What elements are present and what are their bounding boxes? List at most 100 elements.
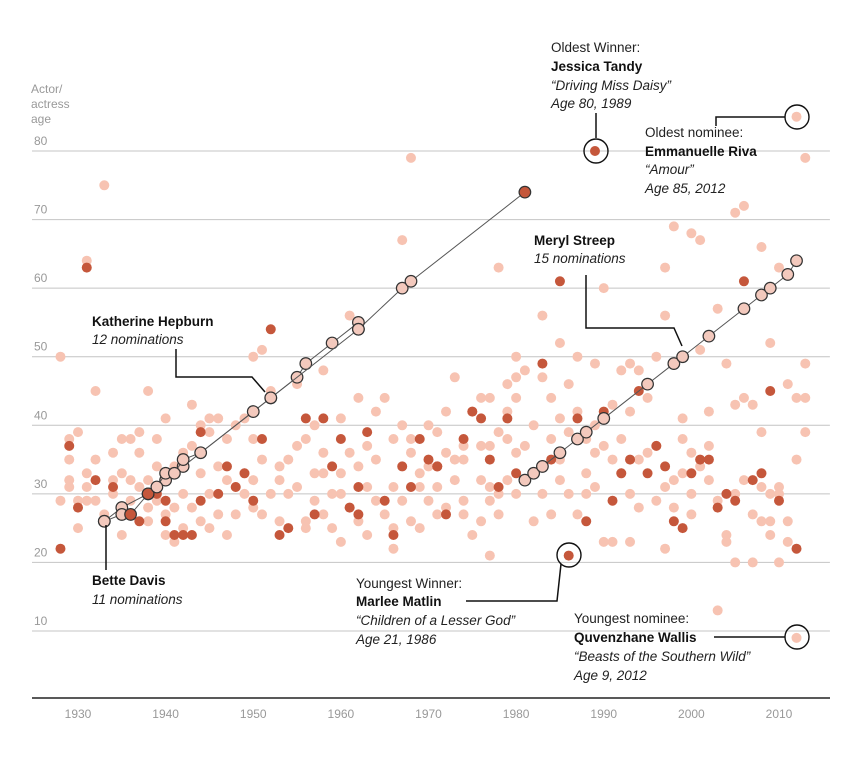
nominee-point [99, 180, 110, 191]
nominee-point [651, 495, 662, 506]
nominee-point [554, 475, 565, 486]
nominee-point [747, 509, 758, 520]
nominee-point [370, 454, 381, 465]
nominee-point [143, 516, 154, 527]
nominee-point [204, 488, 215, 499]
nominee-point [546, 509, 557, 520]
winner-point [405, 482, 416, 492]
winner-point [721, 488, 732, 499]
nominee-point [318, 468, 329, 479]
nominee-point [73, 523, 83, 534]
nominee-point [300, 516, 311, 527]
nominee-point [686, 228, 697, 239]
winner-point [230, 482, 241, 492]
nominee-point [563, 427, 574, 438]
winner-point [537, 358, 548, 369]
nominee-point [292, 440, 303, 451]
nominee-point [186, 502, 197, 513]
x-tick-label-1980: 1980 [503, 707, 530, 721]
winner-point [327, 461, 338, 472]
nominee-point [134, 482, 145, 492]
nominee-point [493, 509, 504, 520]
katherine-hepburn-nomination-point [325, 336, 339, 350]
nominee-point [765, 530, 776, 540]
youngest-nominee-name: Quvenzhane Wallis [574, 630, 697, 645]
nominee-point [353, 461, 364, 472]
winner-point [81, 262, 92, 273]
nominee-point [449, 454, 460, 465]
nominee-point [178, 523, 189, 534]
nominee-point [677, 468, 688, 479]
oldest-winner-detail: Age 80, 1989 [550, 96, 632, 111]
youngest-nominee-film: “Beasts of the Southern Wild” [574, 649, 751, 664]
nominee-point [248, 434, 259, 444]
bette-davis-nomination-point [167, 466, 181, 480]
nominee-point [800, 152, 811, 163]
nominee-point [756, 427, 767, 438]
nominee-point [221, 434, 232, 444]
nominee-point [248, 475, 259, 486]
nominee-point [625, 536, 636, 547]
nominee-point [721, 530, 732, 540]
streep-label: Meryl Streep 15 nominations [534, 233, 626, 266]
winner-point [160, 495, 171, 506]
nominee-point [668, 502, 679, 513]
winner-point [607, 495, 618, 506]
nominee-point [546, 392, 557, 403]
nominee-point [108, 475, 119, 486]
davis-label: Bette Davis 11 nominations [92, 573, 183, 607]
nominee-point [633, 502, 644, 513]
bette-davis-nomination-point [124, 508, 137, 521]
winner-point [467, 406, 478, 417]
career-series [97, 185, 803, 528]
nominee-point [309, 420, 320, 431]
nominee-point [344, 447, 355, 458]
y-axis-label-line-3: age [31, 112, 51, 126]
nominee-point [169, 502, 180, 513]
nominee-point [502, 475, 513, 486]
nominee-point [274, 516, 285, 527]
nominee-point [642, 447, 653, 458]
nominee-point [134, 447, 145, 458]
nominee-point [195, 516, 206, 527]
winner-point [221, 461, 232, 472]
winner-point [581, 516, 592, 527]
winner-point [379, 495, 390, 506]
nominee-point [484, 392, 495, 403]
nominee-point [546, 434, 557, 444]
nominee-point [204, 523, 215, 534]
nominee-point [756, 516, 767, 527]
nominee-point [695, 235, 706, 246]
y-axis-label-line-1: Actor/ [31, 82, 63, 96]
youngest-winner-label: Youngest Winner: Marlee Matlin “Children… [355, 576, 516, 647]
meryl-streep-nomination-point [763, 281, 777, 295]
winner-point [73, 502, 83, 513]
winner-point [616, 468, 627, 479]
youngest-nominee-label: Youngest nominee: Quvenzhane Wallis “Bea… [573, 611, 751, 683]
y-axis-label: Actor/ actress age [31, 82, 70, 126]
winner-point [160, 516, 171, 527]
nominee-point [195, 420, 206, 431]
nominee-point [64, 454, 75, 465]
winner-point [458, 434, 469, 444]
nominee-point [64, 434, 75, 444]
nominee-point [327, 488, 338, 499]
youngest-winner-name: Marlee Matlin [356, 594, 442, 609]
bette-davis-nomination-point [176, 453, 190, 466]
nominee-point [274, 461, 285, 472]
y-tick-label-40: 40 [34, 408, 48, 422]
winner-point [441, 509, 452, 520]
nominee-point [774, 262, 784, 273]
nominee-point [660, 482, 671, 492]
winner-point [668, 516, 679, 527]
nominee-point [90, 386, 101, 396]
nominee-point [116, 468, 127, 479]
nominee-point [90, 495, 101, 506]
nominee-point [712, 495, 723, 506]
nominee-point [335, 413, 346, 424]
gridlines: 10 20 30 40 50 60 70 80 [31, 134, 830, 632]
winner-point [186, 530, 197, 540]
nominee-point [572, 406, 583, 417]
x-tick-label-2010: 2010 [766, 707, 793, 721]
